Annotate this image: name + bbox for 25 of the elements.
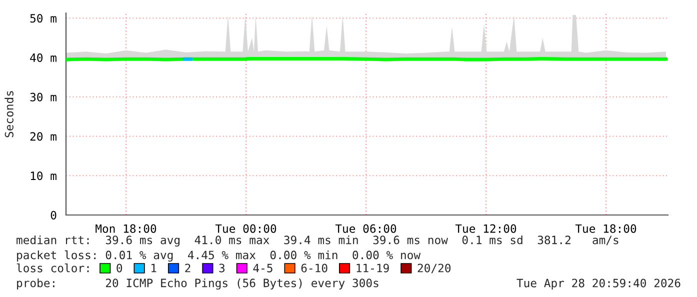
text: packet loss: 0.01 % avg 4.45 % max 0.00 % min 0.00 % now: [17, 250, 421, 262]
legend-label: 6-10: [301, 264, 328, 272]
x-tick-label: Tue 00:00: [215, 224, 276, 233]
x-tick-label: Mon 18:00: [96, 224, 156, 233]
y-tick-label: 20 m: [30, 132, 56, 141]
x-tick-label: Tue 12:00: [455, 224, 516, 233]
legend-label: 20/20: [418, 264, 451, 274]
x-tick-label: Tue 18:00: [575, 224, 636, 233]
legend-label: 2: [185, 264, 190, 272]
x-tick-label: Tue 06:00: [335, 224, 396, 233]
text: Tue Apr 28 20:59:40 2026: [516, 278, 680, 290]
legend-label: 11-19: [356, 264, 389, 272]
legend-label: 0: [116, 264, 122, 272]
text: probe: 20 ICMP Echo Pings (56 Bytes) every 300s: [17, 278, 378, 290]
text: median rtt: 39.6 ms avg 41.0 ms max 39.4 ms min 39.6 ms now 0.1 ms sd 381.2 am/s: [16, 235, 618, 247]
legend-label: 3: [219, 264, 225, 272]
y-tick-label: 40 m: [30, 53, 56, 62]
legend-label: 1: [152, 264, 156, 272]
y-tick-label: 0: [50, 210, 56, 220]
y-tick-label: 30 m: [30, 92, 56, 102]
y-tick-label: 50 m: [30, 14, 56, 23]
y-axis-title: Seconds: [4, 91, 14, 138]
legend-title: loss color:: [16, 263, 89, 272]
y-tick-label: 10 m: [30, 172, 56, 180]
legend-label: 4-5: [253, 264, 272, 272]
